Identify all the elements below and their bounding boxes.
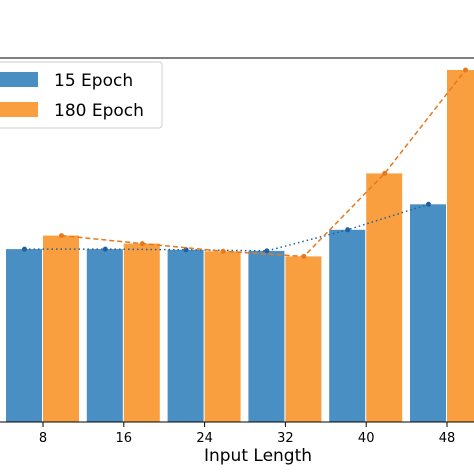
trend-point-15-epoch-8 [22, 246, 27, 252]
bar-180-epoch-48 [447, 70, 474, 422]
bar-180-epoch-32 [285, 256, 322, 422]
bar-15-epoch-48 [410, 204, 446, 422]
legend-box [0, 61, 163, 129]
bar-15-epoch-32 [248, 250, 285, 422]
trend-line-180-epoch [61, 69, 467, 258]
trend-point-15-epoch-40 [345, 227, 351, 233]
bar-180-epoch-16 [123, 243, 160, 422]
x-ticks: 8 16 24 32 40 48 [39, 422, 455, 446]
trend-point-180-epoch-48 [463, 67, 468, 73]
legend-swatch-180-epoch [0, 102, 38, 117]
x-tick-label-16: 16 [116, 431, 133, 446]
legend: 15 Epoch 180 Epoch [0, 61, 163, 129]
trend-point-180-epoch-8 [59, 233, 64, 239]
x-tick-label-48: 48 [439, 431, 456, 446]
axes [0, 57, 474, 423]
trend-point-15-epoch-48 [426, 201, 431, 207]
x-tick-label-40: 40 [358, 431, 375, 446]
trend-point-180-epoch-40 [382, 170, 388, 176]
bars-layer [6, 70, 474, 422]
bar-15-epoch-24 [167, 249, 204, 422]
x-axis-label: Input Length [204, 446, 312, 466]
legend-swatch-15-epoch [0, 72, 38, 87]
trend-point-180-epoch-32 [301, 253, 307, 259]
x-tick-label-24: 24 [196, 431, 213, 446]
x-tick-label-32: 32 [277, 431, 294, 446]
trend-lines-layer [22, 67, 468, 259]
x-tick-label-8: 8 [39, 431, 47, 446]
bar-180-epoch-40 [366, 173, 403, 422]
trend-point-15-epoch-16 [102, 246, 108, 252]
bar-180-epoch-24 [204, 251, 241, 422]
trend-point-15-epoch-32 [264, 248, 270, 254]
bar-180-epoch-8 [43, 235, 79, 422]
trend-point-15-epoch-24 [183, 247, 189, 253]
trend-point-180-epoch-16 [139, 241, 145, 247]
legend-label-180-epoch: 180 Epoch [54, 101, 144, 121]
legend-label-15-epoch: 15 Epoch [54, 71, 133, 91]
bar-15-epoch-40 [329, 229, 366, 422]
trend-point-180-epoch-24 [220, 248, 226, 254]
bar-15-epoch-16 [86, 249, 123, 422]
bar-15-epoch-8 [6, 249, 42, 422]
